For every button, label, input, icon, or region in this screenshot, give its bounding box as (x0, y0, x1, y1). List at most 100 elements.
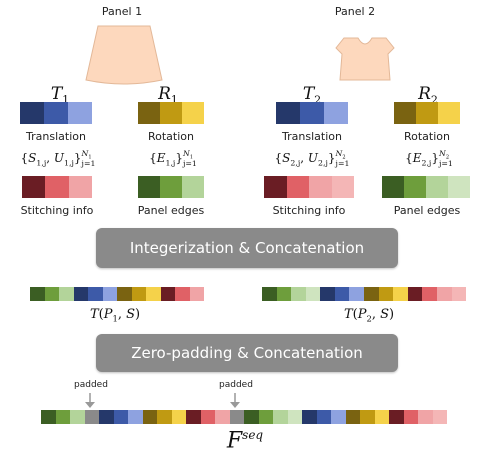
panel-1-edges-set: {E1,j} N1 j=1 (149, 149, 197, 169)
sequence-token-cell (131, 287, 146, 301)
sequence-token-cell (436, 287, 452, 301)
translation-cell (68, 102, 92, 124)
sequence-token-cell (102, 287, 117, 301)
rotation-cell (438, 102, 460, 124)
final-token-cell (99, 410, 114, 424)
sequence-token-cell (393, 287, 408, 301)
stitching-cell (331, 176, 354, 198)
rotation-cell (160, 102, 182, 124)
sequence-token-cell (160, 287, 175, 301)
final-token-cell (360, 410, 375, 424)
rotation-cell (394, 102, 416, 124)
sequence-token-cell (451, 287, 467, 301)
edge-cell (448, 176, 470, 198)
sequence-token-cell (334, 287, 350, 301)
panel-1-sequence-strip (30, 287, 204, 301)
final-token-cell (331, 410, 346, 424)
zero-padding-banner: Zero-padding & Concatenation (96, 334, 398, 372)
final-token-cell (41, 410, 56, 424)
panel-2-translation-strip (276, 102, 348, 124)
rotation-cell (182, 102, 204, 124)
edge-cell (426, 176, 448, 198)
final-token-cell (229, 410, 244, 424)
translation-cell (276, 102, 300, 124)
panel-1-stitching-strip (22, 176, 92, 198)
final-token-cell (55, 410, 70, 424)
padded-label-2: padded (219, 380, 253, 390)
panel-2-rotation-strip (394, 102, 460, 124)
final-token-cell (418, 410, 433, 424)
sequence-token-cell (44, 287, 59, 301)
stitching-cell (68, 176, 92, 198)
translation-cell (44, 102, 68, 124)
stitching-cell (22, 176, 46, 198)
panel-1-rotation-label: Rotation (147, 130, 194, 143)
final-token-cell (215, 410, 230, 424)
stitching-cell (309, 176, 332, 198)
panel-2-title: Panel 2 (334, 5, 376, 18)
translation-cell (20, 102, 44, 124)
panel-2-token-formula: T(P2, S) (343, 307, 395, 324)
stitching-cell (45, 176, 69, 198)
sequence-token-cell (175, 287, 190, 301)
sequence-token-cell (407, 287, 423, 301)
panel-1-rotation-symbol: R1 (158, 84, 178, 107)
panel-2-rotation-symbol: R2 (418, 84, 438, 107)
panel-1-shape (85, 25, 163, 85)
final-token-cell (186, 410, 201, 424)
edge-cell (382, 176, 404, 198)
final-token-cell (70, 410, 85, 424)
final-token-cell (84, 410, 99, 424)
final-sequence-strip (41, 410, 447, 424)
panel-2-translation-label: Translation (282, 130, 342, 143)
sequence-token-cell (276, 287, 292, 301)
panel-2-rotation-label: Rotation (403, 130, 450, 143)
panel-1-stitching-set: {S1,j, U1,j} N1 j=1 (20, 149, 96, 169)
rotation-cell (138, 102, 160, 124)
final-token-cell (374, 410, 389, 424)
final-token-cell (157, 410, 172, 424)
panel-1-translation-label: Translation (26, 130, 86, 143)
final-token-cell (200, 410, 215, 424)
final-sequence-symbol: Fseq (226, 428, 264, 454)
panel-2-edges-set: {E2,j} N2 j=1 (405, 149, 453, 169)
panel-2-translation-symbol: T2 (302, 84, 322, 107)
translation-cell (324, 102, 348, 124)
panel-1-translation-strip (20, 102, 92, 124)
sequence-token-cell (189, 287, 204, 301)
translation-cell (300, 102, 324, 124)
final-token-cell (258, 410, 273, 424)
panel-2-stitching-label: Stitching info (272, 204, 346, 217)
sequence-token-cell (30, 287, 45, 301)
panel-1-stitching-label: Stitching info (20, 204, 94, 217)
sequence-token-cell (73, 287, 88, 301)
panel-1-translation-symbol: T1 (50, 84, 70, 107)
edge-cell (160, 176, 182, 198)
padded-label-1: padded (74, 380, 108, 390)
sequence-token-cell (117, 287, 132, 301)
panel-2-stitching-set: {S2,j, U2,j} N2 j=1 (274, 149, 350, 169)
final-token-cell (403, 410, 418, 424)
sequence-token-cell (422, 287, 437, 301)
panel-1-token-formula: T(P1, S) (89, 307, 141, 324)
integerization-banner: Integerization & Concatenation (96, 228, 398, 268)
sequence-token-cell (320, 287, 335, 301)
panel-2-shape (335, 37, 395, 81)
panel-2-edges-strip (382, 176, 470, 198)
stitching-cell (264, 176, 287, 198)
sequence-token-cell (378, 287, 394, 301)
sequence-token-cell (364, 287, 379, 301)
final-token-cell (171, 410, 186, 424)
panel-1-edges-label: Panel edges (137, 204, 205, 217)
sequence-token-cell (305, 287, 321, 301)
sequence-token-cell (59, 287, 74, 301)
sequence-token-cell (88, 287, 103, 301)
padded-arrow-1 (85, 393, 95, 408)
sequence-token-cell (349, 287, 365, 301)
final-token-cell (302, 410, 317, 424)
sequence-token-cell (146, 287, 161, 301)
sequence-token-cell (291, 287, 306, 301)
panel-2-stitching-strip (264, 176, 354, 198)
final-token-cell (113, 410, 128, 424)
final-token-cell (273, 410, 288, 424)
